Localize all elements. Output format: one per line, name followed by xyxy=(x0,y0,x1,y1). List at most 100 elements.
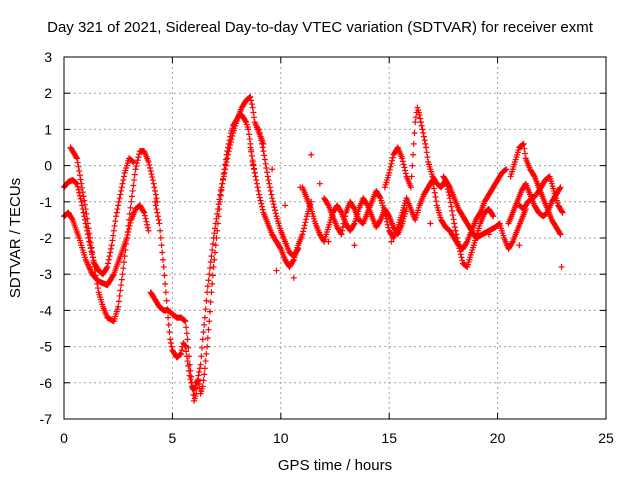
data-point xyxy=(168,343,175,350)
data-point xyxy=(256,130,263,137)
data-point xyxy=(384,221,391,228)
data-point xyxy=(133,163,140,170)
data-point xyxy=(157,235,164,241)
data-point xyxy=(259,206,266,213)
data-point xyxy=(216,196,223,203)
data-point xyxy=(400,161,407,168)
data-point xyxy=(76,192,83,199)
data-point xyxy=(76,172,83,179)
data-point xyxy=(433,198,440,205)
data-point xyxy=(89,254,96,261)
y-tick-label: 2 xyxy=(44,85,52,101)
data-point xyxy=(183,348,190,355)
data-point xyxy=(77,195,84,202)
data-point xyxy=(120,177,127,184)
data-point xyxy=(251,165,258,172)
data-point xyxy=(200,377,207,384)
data-point xyxy=(209,272,216,279)
data-point xyxy=(81,213,88,220)
data-point xyxy=(295,245,302,252)
data-point xyxy=(87,242,94,249)
data-point xyxy=(152,202,159,209)
data-point xyxy=(270,201,277,208)
data-point xyxy=(214,210,221,217)
data-point xyxy=(222,162,229,169)
data-point xyxy=(272,210,279,217)
data-point xyxy=(110,272,117,279)
data-point xyxy=(183,330,190,337)
grid-lines xyxy=(64,57,606,419)
data-point xyxy=(277,244,284,251)
data-point xyxy=(420,130,427,137)
data-point xyxy=(196,365,203,372)
data-point xyxy=(204,289,211,296)
data-point xyxy=(115,202,122,209)
data-point xyxy=(432,193,439,200)
data-point xyxy=(418,122,425,129)
data-point xyxy=(93,276,100,283)
data-point xyxy=(303,216,310,223)
data-point xyxy=(419,126,426,133)
data-point xyxy=(198,353,205,360)
data-point xyxy=(246,131,253,138)
data-point xyxy=(282,202,289,209)
data-point xyxy=(452,227,459,234)
data-point xyxy=(145,227,152,234)
data-point xyxy=(187,367,194,374)
data-point xyxy=(79,202,86,209)
data-point xyxy=(153,195,160,202)
data-point xyxy=(431,189,438,196)
data-point xyxy=(205,326,212,333)
data-point xyxy=(269,166,276,173)
data-point xyxy=(203,350,210,357)
data-point xyxy=(123,235,130,241)
data-point xyxy=(457,251,464,258)
data-point xyxy=(77,176,84,183)
data-point xyxy=(272,207,279,214)
data-point xyxy=(141,209,148,216)
data-point xyxy=(212,225,219,232)
data-point xyxy=(388,238,395,245)
data-point xyxy=(210,235,217,241)
data-point xyxy=(410,151,417,158)
data-point xyxy=(263,165,270,172)
data-point xyxy=(325,238,332,245)
data-point xyxy=(485,231,492,238)
data-point xyxy=(261,156,268,163)
data-point xyxy=(186,353,193,360)
data-point xyxy=(217,191,224,198)
data-point xyxy=(127,219,134,226)
data-point xyxy=(341,216,348,223)
data-point xyxy=(290,257,297,264)
data-point xyxy=(223,158,230,165)
data-point xyxy=(194,378,201,385)
data-point xyxy=(363,201,370,208)
data-point xyxy=(80,209,87,216)
data-point xyxy=(502,166,509,173)
data-point xyxy=(300,228,307,235)
data-point xyxy=(68,215,75,222)
data-point xyxy=(111,222,118,229)
data-point xyxy=(269,198,276,205)
data-point xyxy=(382,212,389,219)
data-point xyxy=(123,241,130,248)
data-point xyxy=(294,247,301,254)
data-point xyxy=(113,213,120,220)
data-point xyxy=(74,183,81,190)
data-point xyxy=(417,115,424,122)
data-point xyxy=(558,263,565,270)
data-point xyxy=(260,148,267,155)
data-point xyxy=(110,232,117,239)
data-point xyxy=(248,152,255,159)
data-point xyxy=(290,274,297,281)
data-point xyxy=(83,224,90,231)
data-point xyxy=(516,242,523,249)
data-point xyxy=(76,168,83,175)
data-point xyxy=(248,148,255,155)
data-point xyxy=(389,157,396,164)
data-point xyxy=(155,216,162,223)
data-point xyxy=(246,94,253,101)
data-point xyxy=(386,169,393,176)
y-tick-label: -1 xyxy=(40,194,53,210)
data-point xyxy=(261,152,268,159)
